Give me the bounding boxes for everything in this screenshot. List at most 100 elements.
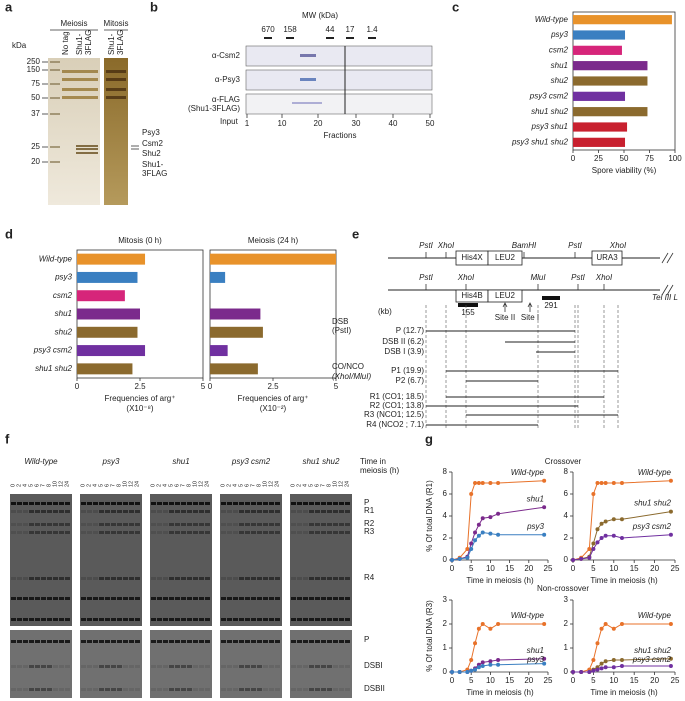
bar xyxy=(573,137,626,147)
lane-label: 7 xyxy=(40,484,46,487)
axis-title: Fractions xyxy=(324,131,357,140)
tick-label: 40 xyxy=(389,119,398,128)
band xyxy=(245,577,250,580)
band xyxy=(50,97,60,99)
band xyxy=(23,618,28,621)
series-line xyxy=(452,663,545,673)
marker-label: 50 xyxy=(31,93,40,102)
break xyxy=(661,252,669,264)
band xyxy=(129,577,134,580)
band xyxy=(99,502,104,505)
lane-label: 2 xyxy=(226,484,232,487)
band xyxy=(321,597,326,600)
x-tick-label: 0 xyxy=(75,382,80,391)
point xyxy=(473,641,478,646)
y-tick-label: 3 xyxy=(443,595,448,604)
band xyxy=(321,510,326,513)
band xyxy=(263,577,268,580)
point xyxy=(542,656,547,661)
band xyxy=(29,640,34,643)
lane-label: 24 xyxy=(204,481,210,487)
site-label: PstI xyxy=(419,241,434,250)
band xyxy=(123,618,128,621)
blot xyxy=(245,69,433,91)
band xyxy=(163,523,168,526)
band xyxy=(187,502,192,505)
band-label: DSBII xyxy=(364,684,385,693)
point xyxy=(480,530,485,535)
band xyxy=(87,523,92,526)
x-tick-label: 75 xyxy=(645,154,654,163)
bar xyxy=(573,91,626,101)
band xyxy=(221,510,226,513)
category-label: csm2 xyxy=(549,45,569,54)
band xyxy=(257,665,262,668)
lane-label: 12 xyxy=(338,481,344,487)
point xyxy=(473,667,478,672)
point xyxy=(571,558,575,562)
point xyxy=(496,511,501,516)
band xyxy=(221,688,226,691)
band xyxy=(309,510,314,513)
band xyxy=(333,640,338,643)
band xyxy=(339,502,344,505)
band xyxy=(315,640,320,643)
band xyxy=(269,502,274,505)
bar xyxy=(573,61,648,71)
point xyxy=(469,547,474,551)
band xyxy=(297,523,302,526)
lane-label: 7 xyxy=(250,484,256,487)
band xyxy=(53,502,58,505)
axis-title: (X10⁻²) xyxy=(260,404,287,413)
band xyxy=(11,688,16,691)
band xyxy=(41,577,46,580)
band xyxy=(169,688,174,691)
band xyxy=(17,523,22,526)
band xyxy=(59,531,64,534)
band xyxy=(53,531,58,534)
band xyxy=(93,688,98,691)
band xyxy=(47,640,52,643)
band xyxy=(339,618,344,621)
y-tick-label: 2 xyxy=(443,619,448,628)
category-label: shu1 shu2 xyxy=(531,107,568,116)
lane-label: 24 xyxy=(344,481,350,487)
x-tick-label: 5 xyxy=(591,564,596,573)
band xyxy=(187,510,192,513)
band xyxy=(163,502,168,505)
band xyxy=(199,510,204,513)
band xyxy=(93,531,98,534)
band xyxy=(233,510,238,513)
band xyxy=(81,640,86,643)
band xyxy=(251,531,256,534)
category-label: shu1 xyxy=(551,61,568,70)
band xyxy=(59,502,64,505)
point xyxy=(476,665,481,670)
band xyxy=(76,145,98,147)
point xyxy=(603,519,608,524)
band xyxy=(269,510,274,513)
band xyxy=(239,618,244,621)
point xyxy=(668,478,673,483)
band xyxy=(175,665,180,668)
band xyxy=(111,665,116,668)
band xyxy=(41,502,46,505)
point xyxy=(668,656,673,661)
band xyxy=(239,640,244,643)
band xyxy=(315,531,320,534)
x-tick-label: 20 xyxy=(524,564,533,573)
point xyxy=(488,662,493,667)
antibody-label: (Shu1-3FLAG) xyxy=(188,104,240,113)
lane-label: 24 xyxy=(64,481,70,487)
band xyxy=(199,597,204,600)
band xyxy=(111,597,116,600)
band xyxy=(193,640,198,643)
break xyxy=(661,284,669,296)
point xyxy=(619,664,624,668)
band xyxy=(345,640,350,643)
band xyxy=(297,597,302,600)
axis-title: Frequencies of arg⁺ xyxy=(105,394,176,403)
band xyxy=(123,597,128,600)
protein-label: Psy3 xyxy=(142,128,160,137)
band xyxy=(76,152,98,154)
